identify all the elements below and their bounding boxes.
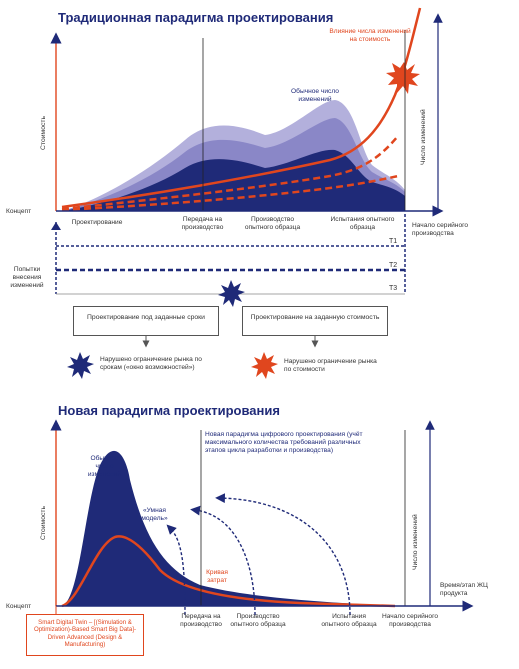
t1-label: T1 [389, 238, 398, 245]
note-navy-star-icon [67, 352, 94, 379]
top-navy-star-icon [218, 280, 245, 307]
bottom-diagram-title: Новая парадигма проектирования [58, 403, 280, 418]
t2-label: T2 [389, 262, 398, 269]
top-label-changes: Обычное число изменений [291, 88, 339, 103]
top-y-axis-right-label: Число изменений [420, 109, 427, 165]
bottom-red-curve [61, 535, 396, 608]
smart-arrow-1 [166, 524, 186, 616]
bottom-origin-label: Концепт [6, 603, 32, 610]
label-cost-curve: Кривая затрат [206, 569, 228, 584]
note-red-star-icon [251, 352, 278, 379]
bottom-stage-1: Производство опытного образца [230, 613, 286, 628]
note-deadline: Нарушено ограничение рынка по срокам («о… [100, 356, 202, 371]
bottom-y-axis-label: Стоимость [40, 505, 47, 540]
top-left-arrow-icon [51, 222, 61, 230]
label-influence: Влияние числа изменений на стоимость [329, 28, 411, 43]
top-stage-3: Испытания опытного образца [330, 216, 395, 231]
bottom-stage-2: Испытания опытного образца [321, 613, 377, 628]
top-diagram-title: Традиционная парадигма проектирования [58, 10, 334, 25]
top-red-star-icon [386, 62, 420, 94]
box-cost: Проектирование на заданную стоимость [242, 306, 388, 336]
bottom-y-axis-right-label: Число изменений [412, 514, 419, 570]
bottom-label-changes: Обычное число изменений [87, 455, 122, 478]
top-y-axis-label: Стоимость [40, 115, 47, 150]
t3-label: T3 [389, 285, 398, 292]
bottom-x-axis-label: Время/этап ЖЦ продукта [440, 582, 488, 597]
box-deadline: Проектирование под заданные сроки [73, 306, 219, 336]
top-stage-2: Производство опытного образца [244, 216, 301, 231]
note-cost: Нарушено ограничение рынка по стоимости [284, 358, 377, 373]
label-new-paradigm: Новая парадигма цифрового проектирования… [205, 431, 363, 454]
top-red-dashed-2 [61, 174, 399, 212]
label-smart-model: «Умная модель» [141, 507, 168, 522]
top-red-dashed-1 [61, 135, 399, 211]
top-origin-label: Концепт [6, 208, 32, 215]
bottom-stage-0: Передача на производство [180, 613, 222, 628]
bottom-area-navy [62, 450, 405, 606]
top-stage-0: Проектирование [71, 219, 123, 226]
bottom-stage-3: Начало серийного производства [381, 613, 439, 628]
attempts-label: Попытки внесения изменений [10, 266, 44, 289]
top-stage-4: Начало серийного производства [412, 222, 469, 237]
smart-digital-twin-box: Smart Digital Twin – [(Simulation & Opti… [26, 614, 144, 656]
top-stage-1: Передача на производство [181, 216, 224, 231]
